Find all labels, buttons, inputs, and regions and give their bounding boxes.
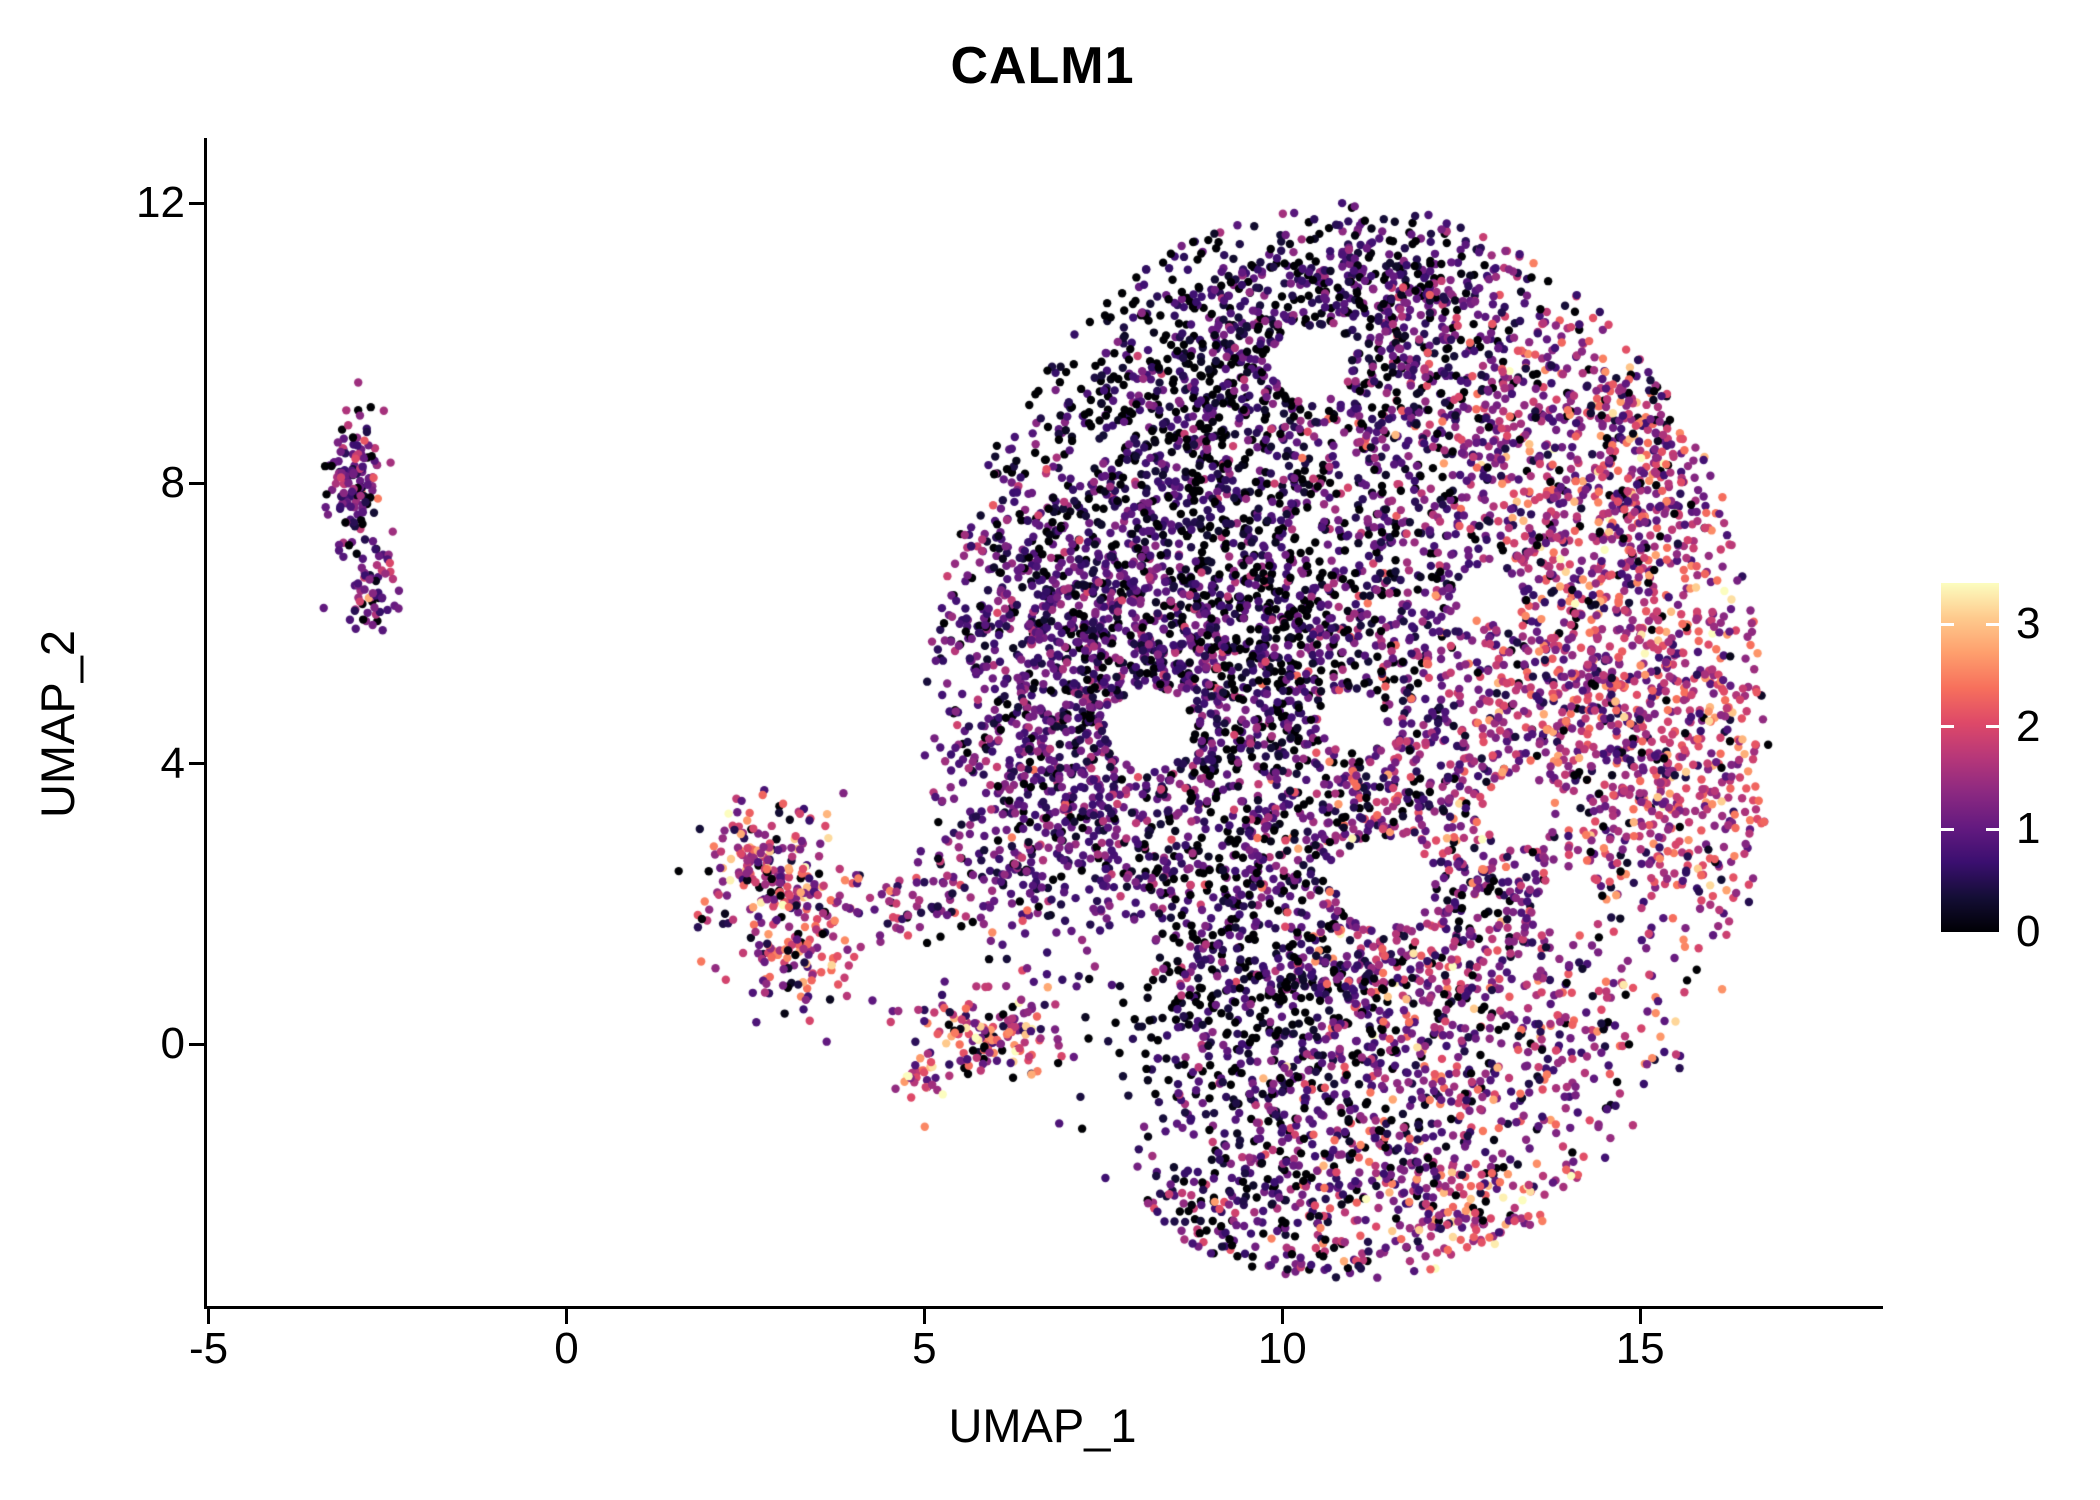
x-tick-label: -5 [189, 1324, 229, 1373]
colorbar [1941, 583, 1999, 932]
y-tick-label: 4 [160, 738, 185, 788]
colorbar-tick-mark [1986, 622, 1999, 626]
x-tick-label: 0 [554, 1324, 579, 1373]
colorbar-gradient [1941, 583, 1999, 932]
colorbar-tick-mark [1986, 827, 1999, 831]
y-tick-mark [189, 1042, 204, 1046]
colorbar-tick-label: 1 [2016, 804, 2041, 854]
y-tick-label: 0 [160, 1019, 185, 1069]
y-axis-label: UMAP_2 [31, 629, 84, 819]
colorbar-tick-label: 3 [2016, 599, 2041, 649]
x-axis-line [204, 1306, 1883, 1309]
x-tick-mark [207, 1309, 211, 1324]
colorbar-tick-mark [1941, 827, 1954, 831]
colorbar-tick-mark [1941, 622, 1954, 626]
colorbar-tick-label: 0 [2016, 907, 2041, 956]
y-tick-mark [189, 762, 204, 766]
y-tick-mark [189, 201, 204, 205]
colorbar-tick-mark [1941, 725, 1954, 729]
colorbar-tick-mark [1986, 725, 1999, 729]
x-tick-label: 10 [1257, 1324, 1307, 1373]
x-axis-label: UMAP_1 [948, 1399, 1137, 1452]
x-tick-label: 5 [912, 1324, 937, 1373]
x-tick-mark [922, 1309, 926, 1324]
colorbar-tick-label: 2 [2016, 701, 2041, 751]
y-tick-label: 12 [136, 178, 185, 228]
x-tick-mark [1638, 1309, 1642, 1324]
y-tick-mark [189, 481, 204, 485]
x-tick-label: 15 [1615, 1324, 1665, 1373]
x-tick-mark [1280, 1309, 1284, 1324]
x-tick-mark [564, 1309, 568, 1324]
y-tick-label: 8 [160, 458, 185, 508]
chart-title: CALM1 [950, 37, 1135, 95]
y-axis-line [204, 138, 207, 1309]
